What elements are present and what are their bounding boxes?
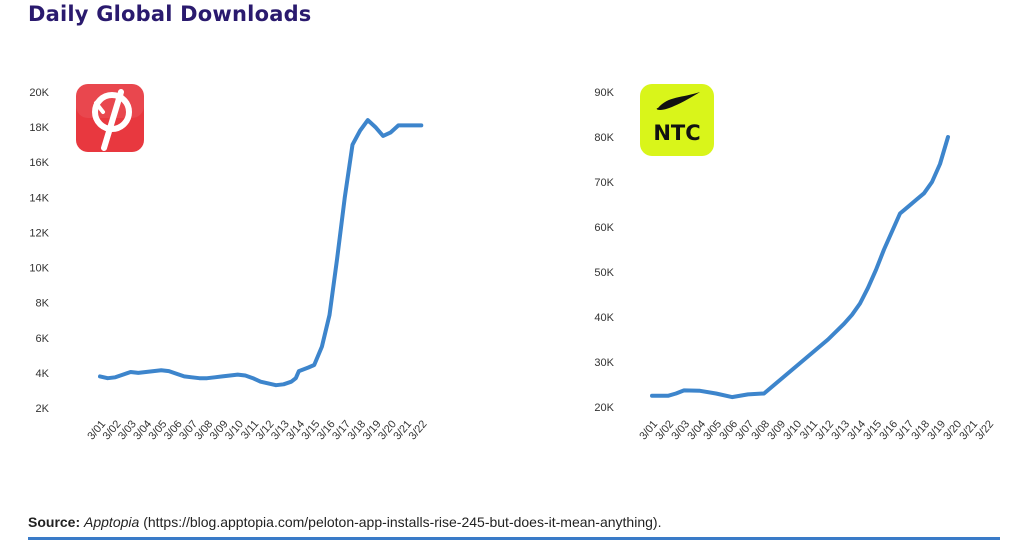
left-y-tick-label: 2K bbox=[36, 403, 50, 415]
left-y-tick-label: 12K bbox=[29, 227, 49, 239]
source-note: Source: Apptopia (https://blog.apptopia.… bbox=[28, 514, 661, 530]
left-y-tick-label: 8K bbox=[36, 298, 50, 310]
peloton-logo-icon bbox=[76, 84, 144, 152]
bottom-rule bbox=[28, 537, 1000, 540]
left-y-tick-label: 4K bbox=[36, 368, 50, 380]
source-url: (https://blog.apptopia.com/peloton-app-i… bbox=[143, 514, 662, 530]
peloton-series-line bbox=[98, 118, 424, 388]
left-y-tick-label: 6K bbox=[36, 333, 50, 345]
left-y-tick-label: 10K bbox=[29, 263, 49, 275]
left-y-tick-label: 14K bbox=[29, 192, 49, 204]
source-label: Source: bbox=[28, 514, 81, 530]
left-y-tick-label: 16K bbox=[29, 157, 49, 169]
source-name: Apptopia bbox=[84, 514, 140, 530]
left-y-tick-label: 18K bbox=[29, 122, 49, 134]
left-y-tick-label: 20K bbox=[29, 87, 49, 99]
chart-title: Daily Global Downloads bbox=[28, 2, 312, 26]
left-x-tick-label: 3/22 bbox=[407, 418, 430, 442]
